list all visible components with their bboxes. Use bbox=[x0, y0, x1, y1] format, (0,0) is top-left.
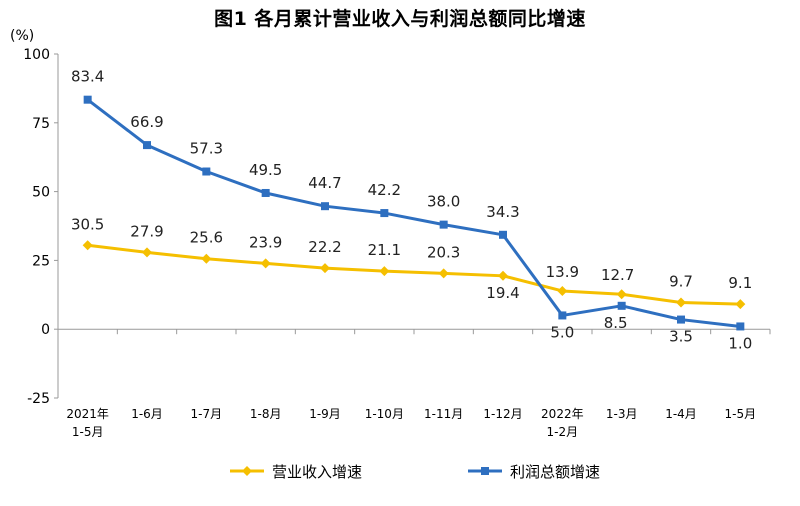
x-tick-label: 1-11月 bbox=[424, 407, 463, 421]
data-label: 57.3 bbox=[190, 140, 223, 158]
data-point bbox=[379, 266, 390, 277]
x-tick-label: 1-5月 bbox=[725, 407, 757, 421]
y-tick-label: 50 bbox=[32, 185, 50, 201]
data-label: 3.5 bbox=[669, 328, 693, 346]
data-point bbox=[143, 141, 151, 150]
data-label: 5.0 bbox=[550, 323, 574, 341]
x-tick-label: 1-9月 bbox=[309, 407, 341, 421]
data-point bbox=[260, 258, 271, 269]
x-tick-label: 1-8月 bbox=[250, 407, 282, 421]
data-point bbox=[735, 299, 746, 310]
data-point bbox=[557, 285, 568, 296]
data-label: 42.2 bbox=[368, 181, 401, 199]
axes: -25 0 25 50 75 100 2021年 1-5月 1-6月 1-7月 1-8月 1-9月 1-… bbox=[23, 47, 771, 439]
data-label: 25.6 bbox=[190, 229, 223, 247]
data-point bbox=[677, 315, 685, 324]
chart-title: 图1 各月累计营业收入与利润总额同比增速 bbox=[214, 8, 586, 30]
data-label: 30.5 bbox=[71, 215, 104, 233]
y-tick-label: 25 bbox=[32, 253, 50, 269]
y-tick-label: -25 bbox=[27, 391, 50, 407]
series-layer bbox=[82, 95, 746, 331]
data-label: 38.0 bbox=[427, 193, 460, 211]
data-point bbox=[439, 220, 448, 229]
data-labels-layer: 30.5 27.9 25.6 23.9 22.2 21.1 20.3 19.4 13.9 12.7… bbox=[71, 68, 752, 353]
data-point bbox=[320, 263, 330, 274]
data-point bbox=[498, 270, 508, 281]
x-tick-label: 1-4月 bbox=[665, 407, 697, 421]
y-axis-unit-label: (%) bbox=[10, 28, 34, 44]
data-label: 9.1 bbox=[728, 274, 752, 292]
y-tick-label: 75 bbox=[32, 116, 50, 132]
x-tick-label: 1-3月 bbox=[606, 407, 638, 421]
data-point bbox=[321, 202, 329, 211]
x-tick-label: 1-10月 bbox=[365, 407, 404, 421]
data-point bbox=[83, 95, 92, 104]
data-label: 83.4 bbox=[71, 68, 104, 86]
legend-label: 利润总额增速 bbox=[510, 463, 600, 481]
data-label: 1.0 bbox=[728, 334, 752, 352]
data-label: 12.7 bbox=[601, 266, 634, 284]
data-label: 13.9 bbox=[546, 263, 579, 281]
data-label: 44.7 bbox=[308, 174, 341, 192]
data-point bbox=[82, 240, 93, 251]
series-line-1 bbox=[87, 243, 741, 306]
data-point bbox=[201, 253, 212, 264]
y-tick-label: 0 bbox=[41, 322, 50, 338]
x-tick-label: 1-7月 bbox=[191, 407, 223, 421]
x-tick-label: 1-12月 bbox=[483, 407, 522, 421]
legend: 营业收入增速 利润总额增速 bbox=[230, 463, 600, 481]
data-label: 9.7 bbox=[669, 273, 693, 291]
data-label: 66.9 bbox=[130, 113, 163, 131]
data-point bbox=[676, 297, 686, 308]
data-point bbox=[499, 230, 507, 239]
legend-marker bbox=[242, 466, 252, 476]
y-tick-label: 100 bbox=[23, 47, 50, 63]
data-label: 8.5 bbox=[604, 314, 628, 332]
data-point bbox=[142, 247, 152, 258]
data-point bbox=[202, 167, 211, 176]
series-line-2 bbox=[86, 98, 741, 328]
data-label: 19.4 bbox=[486, 284, 519, 302]
data-point bbox=[616, 289, 627, 300]
data-label: 34.3 bbox=[486, 203, 519, 221]
data-point bbox=[380, 209, 389, 218]
x-tick-label: 2022年 1-2月 bbox=[541, 407, 584, 439]
data-point bbox=[736, 322, 745, 331]
data-point bbox=[617, 301, 626, 310]
legend-marker bbox=[481, 467, 489, 475]
data-point bbox=[558, 311, 567, 320]
data-label: 27.9 bbox=[130, 222, 163, 240]
data-point bbox=[261, 188, 270, 197]
data-label: 49.5 bbox=[249, 161, 282, 179]
x-tick-label: 2021年 1-5月 bbox=[66, 407, 109, 439]
x-tick-label: 1-6月 bbox=[131, 407, 163, 421]
data-label: 20.3 bbox=[427, 243, 460, 261]
data-point bbox=[438, 268, 449, 279]
legend-label: 营业收入增速 bbox=[272, 463, 362, 481]
data-label: 22.2 bbox=[308, 238, 341, 256]
data-label: 23.9 bbox=[249, 233, 282, 251]
data-label: 21.1 bbox=[368, 241, 401, 259]
